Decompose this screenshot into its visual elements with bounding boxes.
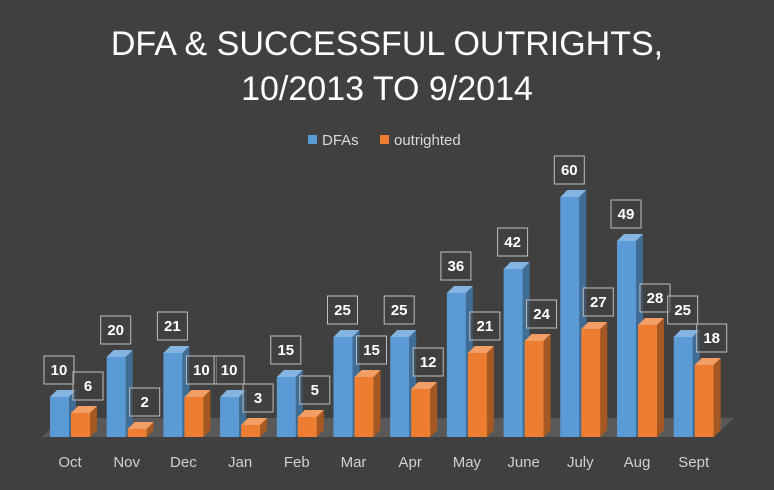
data-label-outrighted: 28	[639, 283, 671, 313]
legend: DFAs outrighted	[308, 132, 461, 149]
data-label-outrighted: 21	[469, 311, 501, 341]
data-label-dfas: 42	[497, 227, 529, 257]
data-label-dfas: 15	[270, 335, 302, 365]
data-label-dfas: 25	[327, 295, 358, 325]
data-label-dfas: 20	[100, 315, 132, 345]
svg-text:20: 20	[107, 322, 124, 339]
bar-dfas	[106, 350, 133, 437]
data-label-dfas: 21	[156, 311, 188, 341]
data-label-outrighted: 12	[412, 347, 444, 377]
data-label-outrighted: 10	[185, 355, 217, 385]
legend-label-outrighted: outrighted	[394, 132, 461, 149]
bar-outrighted	[411, 382, 438, 437]
svg-text:10: 10	[51, 362, 68, 379]
bar-outrighted	[241, 418, 268, 437]
data-label-outrighted: 6	[72, 371, 104, 401]
svg-text:60: 60	[561, 162, 578, 179]
bar-outrighted	[71, 406, 97, 437]
data-label-dfas: 25	[667, 295, 699, 325]
bar-outrighted	[524, 334, 551, 437]
bar-outrighted	[467, 346, 494, 437]
data-label-outrighted: 3	[242, 383, 274, 413]
svg-text:25: 25	[674, 302, 691, 319]
svg-text:12: 12	[420, 354, 437, 371]
svg-text:21: 21	[164, 318, 181, 335]
bar-outrighted	[297, 410, 324, 437]
bar-outrighted	[354, 370, 381, 437]
svg-text:10: 10	[193, 362, 210, 379]
svg-text:6: 6	[84, 378, 92, 395]
data-label-dfas: 49	[610, 199, 642, 229]
svg-text:42: 42	[504, 234, 521, 251]
bars-layer	[50, 190, 721, 437]
chart-subtitle: 10/2013 TO 9/2014	[241, 70, 533, 108]
data-labels-layer: 10 6 20 2 21 10 10 3 15 5 25 15 25 12 36 21 42 24 60 27 49 28…	[43, 155, 728, 417]
svg-text:49: 49	[618, 206, 635, 223]
data-label-outrighted: 15	[356, 335, 387, 365]
svg-text:5: 5	[311, 382, 319, 399]
bar-outrighted	[184, 390, 211, 437]
bar-outrighted	[127, 422, 154, 437]
svg-text:27: 27	[590, 294, 607, 311]
svg-text:18: 18	[703, 330, 720, 347]
svg-text:36: 36	[448, 258, 465, 275]
x-tick-label: Oct	[58, 454, 82, 471]
data-label-outrighted: 18	[696, 323, 728, 353]
legend-label-dfas: DFAs	[322, 132, 359, 149]
data-label-outrighted: 5	[299, 375, 331, 405]
svg-text:25: 25	[334, 302, 351, 319]
x-tick-label: May	[453, 454, 482, 471]
x-tick-label: Nov	[113, 454, 140, 471]
data-label-dfas: 25	[383, 295, 415, 325]
x-tick-label: Apr	[399, 454, 422, 471]
bar-outrighted	[638, 318, 664, 437]
x-tick-label: Jan	[228, 454, 252, 471]
data-label-dfas: 60	[553, 155, 585, 185]
x-tick-label: July	[567, 454, 594, 471]
data-label-outrighted: 2	[129, 387, 161, 417]
data-label-outrighted: 24	[526, 299, 558, 329]
svg-text:25: 25	[391, 302, 408, 319]
bar-dfas	[673, 330, 700, 437]
svg-text:21: 21	[477, 318, 494, 335]
data-label-outrighted: 27	[582, 287, 614, 317]
legend-swatch-outrighted	[380, 135, 389, 144]
svg-text:3: 3	[254, 390, 262, 407]
data-label-dfas: 10	[43, 355, 75, 385]
x-tick-label: Mar	[341, 454, 367, 471]
svg-text:15: 15	[363, 342, 380, 359]
data-label-dfas: 10	[213, 355, 245, 385]
svg-text:15: 15	[277, 342, 294, 359]
x-tick-label: Sept	[678, 454, 710, 471]
data-label-dfas: 36	[440, 251, 472, 281]
svg-text:28: 28	[647, 290, 664, 307]
svg-text:2: 2	[141, 394, 149, 411]
chart-title: DFA & SUCCESSFUL OUTRIGHTS,	[111, 25, 663, 63]
x-axis-ticks: Oct Nov Dec Jan Feb Mar Apr May June July Aug Sept	[58, 454, 710, 471]
svg-text:24: 24	[533, 306, 550, 323]
x-tick-label: Aug	[624, 454, 651, 471]
bar-outrighted	[581, 322, 608, 437]
x-tick-label: Dec	[170, 454, 197, 471]
x-tick-label: June	[507, 454, 540, 471]
svg-text:10: 10	[221, 362, 238, 379]
bar-outrighted	[694, 358, 721, 437]
legend-swatch-dfas	[308, 135, 317, 144]
x-tick-label: Feb	[284, 454, 310, 471]
